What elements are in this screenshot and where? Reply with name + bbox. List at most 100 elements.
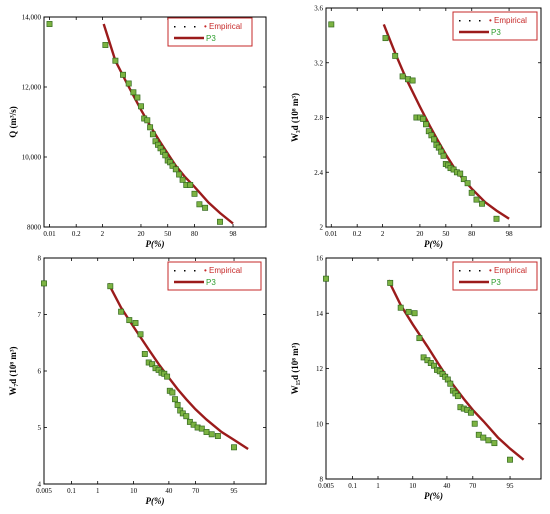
x-tick-label: 0.1 [67,487,76,495]
empirical-point [120,71,126,78]
empirical-point [187,182,194,188]
x-tick-label: 95 [231,487,239,495]
y-axis-label: W₇d (10⁸ m³) [8,346,18,395]
empirical-point [203,429,210,435]
y-tick-label: 10 [316,420,324,428]
x-tick-label: 0.005 [318,482,334,490]
empirical-point [172,166,179,173]
x-tick-label: 10 [130,487,138,495]
legend-empirical-marker [174,26,176,28]
x-tick-label: 0.2 [72,230,81,238]
legend-label-p3: P3 [206,34,216,43]
x-tick-label: 80 [191,230,199,238]
empirical-point [149,361,156,368]
y-tick-label: 10,000 [22,154,42,162]
x-tick-label: 40 [443,482,451,490]
y-tick-label: 8000 [27,224,42,232]
y-tick-label: 12 [316,365,324,373]
empirical-point [485,437,492,444]
empirical-point [102,42,109,48]
x-tick-label: 95 [507,482,515,490]
legend-empirical-marker [469,270,471,272]
plot-frame [43,16,267,228]
chart-panel-q: 0.01 0.2 2 20 50 80 98 8000 10,000 12,000 14,000 P(… [8,14,267,249]
y-tick-label: 14 [316,310,324,318]
empirical-point [411,310,418,317]
y-tick-label: 12,000 [22,84,42,92]
empirical-point [454,393,461,400]
empirical-point [507,456,513,463]
empirical-point [202,204,209,211]
empirical-point [118,308,125,315]
legend-empirical-marker [194,26,196,28]
empirical-point [172,396,178,403]
legend-empirical-marker [184,270,186,272]
x-tick-label: 2 [101,230,105,238]
x-tick-label: 20 [416,230,424,238]
empirical-point [468,189,475,196]
legend-empirical-marker [469,20,471,22]
y-tick-label: 14,000 [22,14,42,22]
empirical-point [405,308,412,315]
x-axis-label: P(%) [424,491,443,501]
empirical-point [112,57,119,64]
legend-empirical-marker [479,20,481,22]
empirical-point [147,124,154,131]
empirical-point [460,176,467,183]
x-tick-label: 50 [164,230,172,238]
empirical-point [208,431,215,438]
empirical-point [328,21,335,28]
y-tick-label: 2.8 [314,114,323,122]
empirical-point [491,440,498,447]
empirical-point [214,433,221,439]
empirical-point [387,279,394,286]
empirical-point [174,401,181,408]
legend [452,11,538,41]
empirical-point [480,434,487,441]
chart-panel-w3d: 0.01 0.2 2 20 50 80 98 2 2.4 2.8 3.2 3.6 P(%) W₃d (10… [290,5,542,249]
empirical-point [149,131,156,138]
y-tick-label: 6 [38,368,42,376]
y-tick-label: 2 [320,224,324,232]
empirical-point [217,218,223,225]
p3-fit-curve [382,23,510,220]
empirical-point [464,180,471,187]
empirical-point [420,115,427,122]
empirical-point [137,331,144,338]
empirical-point [467,409,474,416]
x-tick-label: 0.01 [43,230,56,238]
empirical-point [471,420,478,427]
empirical-point [231,444,237,451]
empirical-point [107,283,114,290]
legend-label-p3: P3 [491,278,501,287]
legend-label-empirical: • Empirical [489,16,527,25]
empirical-point [457,170,464,177]
empirical-point [134,94,141,101]
legend-label-empirical: • Empirical [204,22,242,31]
empirical-point [132,320,139,326]
p3-fit-curve [102,23,234,225]
empirical-point [130,89,137,96]
y-tick-label: 3.2 [314,59,323,67]
x-tick-label: 10 [409,482,417,490]
y-tick-label: 4 [38,481,42,489]
legend-empirical-marker [459,20,461,22]
legend-empirical-marker [174,270,176,272]
empirical-point [191,190,198,197]
empirical-point [183,413,190,420]
x-tick-label: 0.01 [325,230,338,238]
y-axis-label: W₃d (10⁸ m³) [290,93,300,142]
y-tick-label: 8 [320,476,324,484]
y-axis-label: W₁₅d (10⁸ m³) [290,343,300,395]
empirical-point [473,196,480,203]
y-tick-label: 3.6 [314,5,323,13]
legend-label-empirical: • Empirical [489,266,527,275]
legend-empirical-marker [194,270,196,272]
y-tick-label: 7 [38,311,42,319]
empirical-point [440,152,447,159]
x-tick-label: 80 [468,230,476,238]
x-tick-label: 0.1 [348,482,357,490]
empirical-point [399,73,406,80]
x-axis-label: P(%) [424,239,443,249]
x-tick-label: 98 [506,230,514,238]
